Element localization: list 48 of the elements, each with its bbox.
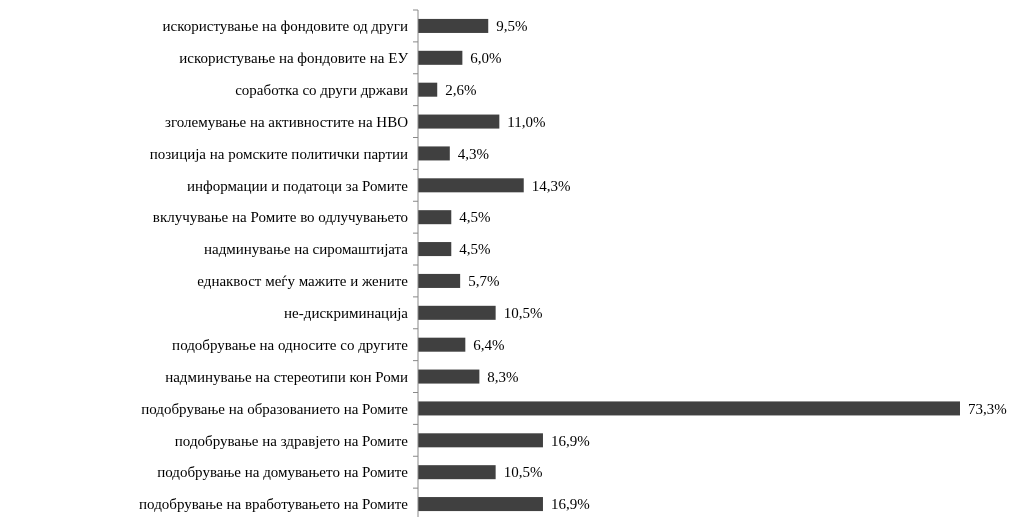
data-label: 4,5% — [459, 241, 491, 258]
y-tick-label: подобрување на здравјето на Ромите — [174, 432, 409, 449]
data-label: 6,4% — [473, 336, 505, 353]
y-tick-label: вклучување на Ромите во одлучувањето — [152, 209, 408, 226]
data-label: 9,5% — [496, 18, 528, 35]
data-label: 6,0% — [470, 50, 502, 67]
bar — [418, 146, 450, 161]
bar — [418, 369, 480, 384]
bar — [418, 337, 466, 352]
y-tick-label: надминување на стереотипи кон Роми — [165, 368, 408, 385]
y-tick-label: не-дискриминација — [284, 305, 409, 322]
data-label: 4,5% — [459, 209, 491, 226]
data-label: 10,5% — [503, 305, 543, 322]
bar — [418, 433, 543, 448]
bar — [418, 401, 960, 416]
y-tick-label: подобрување на домувањето на Ромите — [157, 464, 409, 481]
y-tick-label: позиција на ромските политички партии — [149, 145, 408, 162]
bar — [418, 50, 463, 65]
data-label: 16,9% — [550, 432, 590, 449]
y-tick-label: искористување на фондовите на ЕУ — [179, 50, 409, 67]
bar — [418, 497, 543, 512]
y-tick-label: информации и податоци за Ромите — [186, 177, 409, 194]
data-label: 73,3% — [968, 400, 1007, 417]
y-tick-label: искористување на фондовите од други — [162, 18, 408, 35]
bar — [418, 465, 496, 480]
y-tick-label: зголемување на активностите на НВО — [165, 113, 409, 130]
bar — [418, 273, 461, 288]
bar — [418, 242, 452, 257]
y-tick-label: еднаквост меѓу мажите и жените — [197, 273, 409, 290]
y-tick-label: подобрување на образованието на Ромите — [141, 400, 409, 417]
data-label: 11,0% — [507, 113, 546, 130]
bar — [418, 18, 489, 33]
data-label: 4,3% — [457, 145, 490, 162]
data-label: 8,3% — [487, 368, 519, 385]
bar — [418, 305, 496, 320]
data-label: 10,5% — [503, 464, 543, 481]
y-tick-label: соработка со други држави — [235, 81, 408, 98]
y-tick-label: подобрување на вработувањето на Ромите — [139, 496, 409, 513]
y-tick-label: подобрување на односите со другите — [172, 336, 409, 353]
data-label: 5,7% — [468, 273, 500, 290]
data-label: 16,9% — [550, 496, 590, 513]
y-tick-label: надминување на сиромаштијата — [203, 241, 409, 258]
bar — [418, 82, 438, 97]
data-label: 2,6% — [445, 81, 477, 98]
bar — [418, 210, 452, 225]
bar — [418, 178, 524, 193]
data-label: 14,3% — [531, 177, 571, 194]
bar — [418, 114, 500, 129]
